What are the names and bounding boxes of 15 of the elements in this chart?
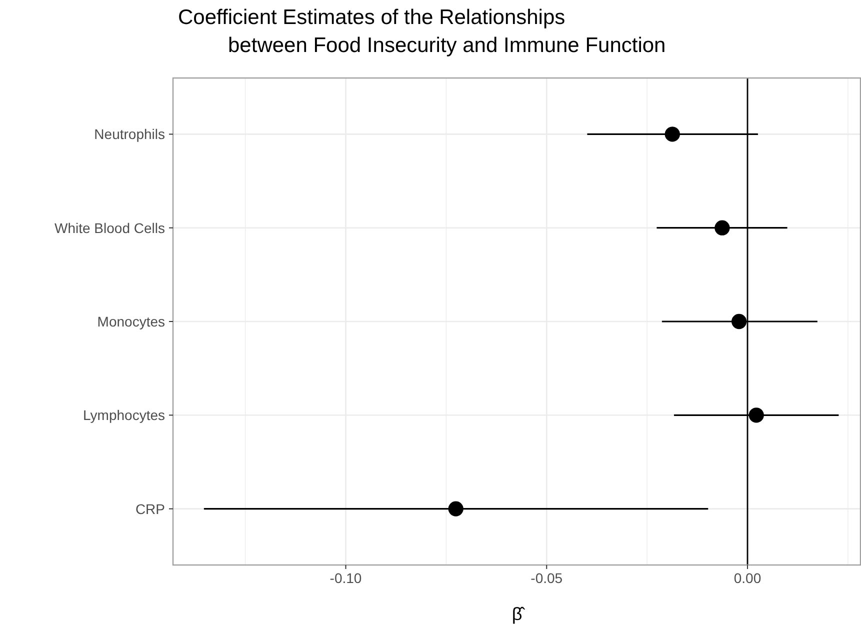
point <box>714 220 730 236</box>
chart-title: Coefficient Estimates of the Relationships between Food Insecurity and Immune Function <box>178 6 666 57</box>
y-tick-label: Lymphocytes <box>83 407 165 424</box>
x-tick-label: 0.00 <box>734 570 762 586</box>
x-axis-title: β̂ <box>512 604 526 624</box>
point <box>448 501 464 516</box>
point <box>664 126 680 142</box>
point <box>748 408 764 423</box>
x-tick-label: -0.05 <box>530 570 563 586</box>
y-tick-label: CRP <box>135 500 165 517</box>
x-tick-label: -0.10 <box>330 570 362 586</box>
y-tick-label: White Blood Cells <box>54 220 165 236</box>
point <box>732 314 747 330</box>
y-tick-label: Monocytes <box>97 314 165 330</box>
y-tick-label: Neutrophils <box>94 126 165 142</box>
